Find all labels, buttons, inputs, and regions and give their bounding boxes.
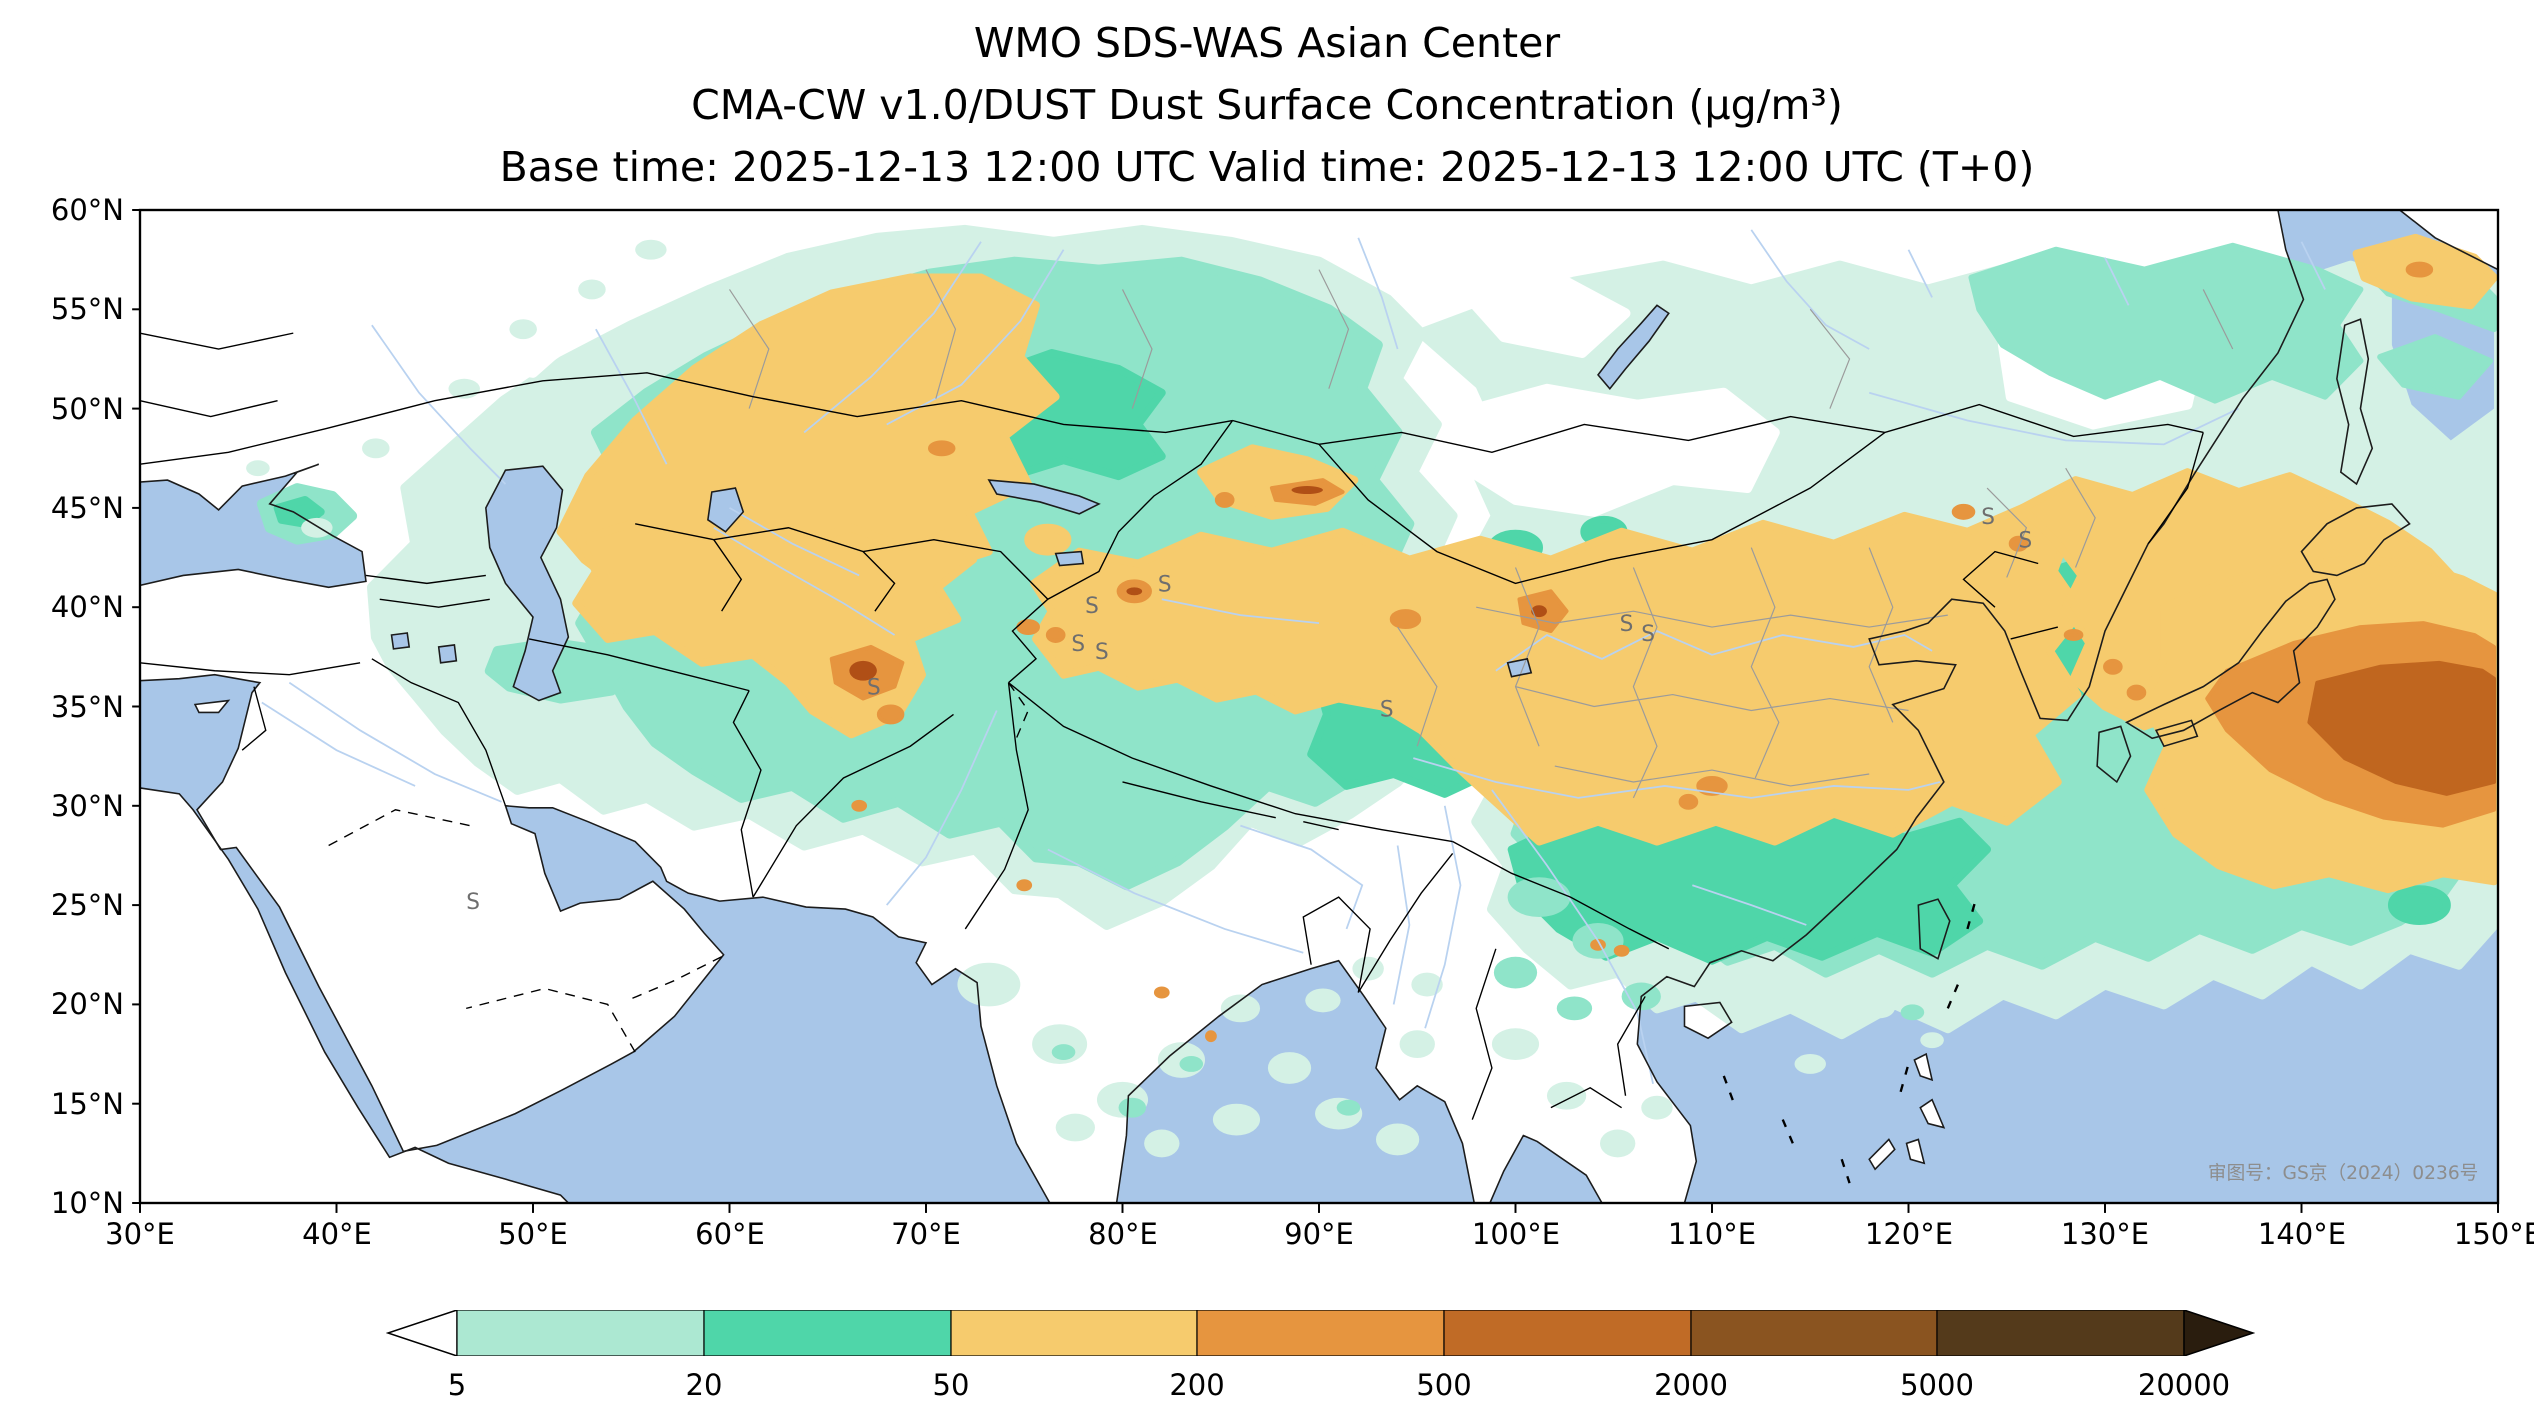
map-frame — [138, 208, 2500, 1205]
colorbar-tick-label: 2000 — [1654, 1368, 1728, 1402]
admin-boundaries — [729, 269, 2234, 799]
colorbar-tick-label: 20000 — [2137, 1368, 2231, 1402]
lat-tick-label: 35°N — [50, 690, 124, 724]
dust-source-marker: S — [1085, 594, 1099, 619]
title-block: WMO SDS-WAS Asian Center CMA-CW v1.0/DUS… — [0, 12, 2534, 198]
colorbar-segment — [1936, 1310, 2185, 1356]
dust-source-marker: S — [2019, 529, 2033, 554]
dust-fill-50-200 — [556, 233, 2498, 894]
colorbar-left-arrow — [386, 1310, 458, 1356]
map-approval-watermark: 审图号：GS京（2024）0236号 — [2208, 1162, 2478, 1184]
lat-tick-label: 45°N — [50, 491, 124, 525]
dust-source-marker: S — [867, 675, 881, 700]
colorbar-tick-label: 20 — [685, 1368, 723, 1402]
lat-tick-label: 60°N — [50, 193, 124, 227]
lat-tick-label: 55°N — [50, 292, 124, 326]
lat-tick-label: 30°N — [50, 789, 124, 823]
colorbar-tick-label: 5 — [447, 1368, 467, 1402]
lon-tick-label: 120°E — [1864, 1217, 1954, 1251]
lat-tick-label: 50°N — [50, 392, 124, 426]
map-plot: 60°N 55°N 50°N 45°N 40°N 35°N 30°N 25°N … — [51, 193, 2534, 1251]
lon-tick-label: 60°E — [695, 1217, 765, 1251]
dust-source-marker: S — [1981, 505, 1995, 530]
lon-tick-label: 90°E — [1284, 1217, 1354, 1251]
colorbar-tick-label: 200 — [1169, 1368, 1225, 1402]
dust-source-markers: S S S S S S S S S S S — [466, 505, 2032, 915]
lon-tick-label: 70°E — [891, 1217, 961, 1251]
colorbar-segment — [950, 1310, 1198, 1356]
dust-source-marker: S — [1071, 632, 1085, 657]
lon-tick-label: 140°E — [2257, 1217, 2347, 1251]
colorbar-segment — [1690, 1310, 1938, 1356]
colorbar-tick-label: 500 — [1416, 1368, 1472, 1402]
colorbar-tick-label: 5000 — [1900, 1368, 1974, 1402]
lon-tick-label: 50°E — [498, 1217, 568, 1251]
lat-tick-label: 15°N — [50, 1087, 124, 1121]
colorbar-segment — [1196, 1310, 1445, 1356]
colorbar-segment — [703, 1310, 952, 1356]
dust-source-marker: S — [1620, 612, 1634, 637]
lat-tick-label: 25°N — [50, 888, 124, 922]
colorbar-segment — [1443, 1310, 1692, 1356]
dust-fill-500-plus — [849, 486, 2497, 796]
dust-source-marker: S — [466, 890, 480, 915]
rivers — [261, 229, 2326, 1085]
lat-tick-label: 10°N — [50, 1186, 124, 1220]
lat-tick-label: 20°N — [50, 987, 124, 1021]
colorbar-right-arrow — [2183, 1310, 2255, 1356]
lon-tick-label: 80°E — [1088, 1217, 1158, 1251]
dust-source-marker: S — [1380, 697, 1394, 722]
colorbar-labels: 5 20 50 200 500 2000 5000 20000 — [386, 1368, 2255, 1408]
colorbar-tick-label: 50 — [932, 1368, 970, 1402]
concentration-colorbar — [386, 1310, 2255, 1356]
lon-tick-label: 40°E — [302, 1217, 372, 1251]
dust-source-marker: S — [1095, 640, 1109, 665]
dust-concentration-map: S S S S S S S S S S S 审图号：GS京（2024）0236号 — [132, 208, 2500, 1213]
axis-ticks — [132, 209, 2499, 1213]
colorbar-segment — [456, 1310, 705, 1356]
lon-tick-label: 30°E — [105, 1217, 175, 1251]
lon-tick-label: 100°E — [1471, 1217, 1561, 1251]
lon-tick-label: 110°E — [1667, 1217, 1757, 1251]
lon-tick-label: 130°E — [2060, 1217, 2150, 1251]
page-subtitle: CMA-CW v1.0/DUST Dust Surface Concentrat… — [691, 81, 1843, 129]
dust-source-marker: S — [1158, 572, 1172, 597]
lat-tick-label: 40°N — [50, 590, 124, 624]
dust-source-marker: S — [1641, 622, 1655, 647]
page-title: WMO SDS-WAS Asian Center — [973, 19, 1561, 67]
country-borders — [139, 332, 2204, 1184]
time-caption: Base time: 2025-12-13 12:00 UTC Valid ti… — [499, 143, 2035, 191]
lon-tick-label: 150°E — [2453, 1217, 2534, 1251]
